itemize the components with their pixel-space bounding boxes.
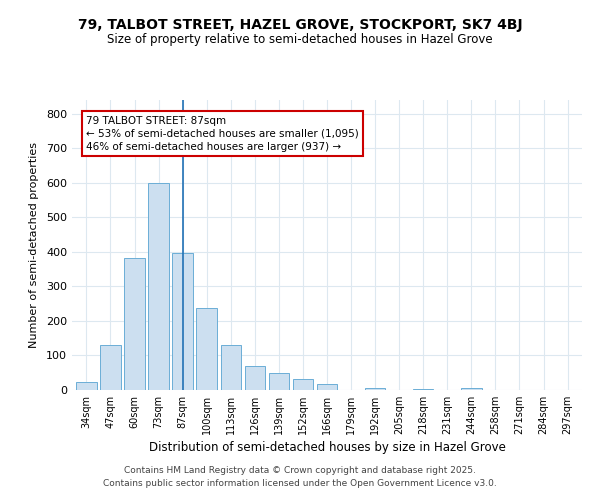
Bar [196,308,217,390]
Bar [148,183,169,390]
Y-axis label: Number of semi-detached properties: Number of semi-detached properties [29,142,39,348]
Text: Contains HM Land Registry data © Crown copyright and database right 2025.
Contai: Contains HM Land Registry data © Crown c… [103,466,497,487]
Text: 79, TALBOT STREET, HAZEL GROVE, STOCKPORT, SK7 4BJ: 79, TALBOT STREET, HAZEL GROVE, STOCKPOR… [77,18,523,32]
Bar [221,345,241,390]
Bar [124,258,145,390]
Bar [461,388,482,390]
Text: 79 TALBOT STREET: 87sqm
← 53% of semi-detached houses are smaller (1,095)
46% of: 79 TALBOT STREET: 87sqm ← 53% of semi-de… [86,116,359,152]
Bar [293,379,313,390]
Bar [317,384,337,390]
Bar [76,382,97,390]
Bar [413,388,433,390]
Bar [245,366,265,390]
Bar [365,388,385,390]
Bar [172,253,193,390]
Bar [269,374,289,390]
X-axis label: Distribution of semi-detached houses by size in Hazel Grove: Distribution of semi-detached houses by … [149,441,505,454]
Bar [100,345,121,390]
Text: Size of property relative to semi-detached houses in Hazel Grove: Size of property relative to semi-detach… [107,32,493,46]
